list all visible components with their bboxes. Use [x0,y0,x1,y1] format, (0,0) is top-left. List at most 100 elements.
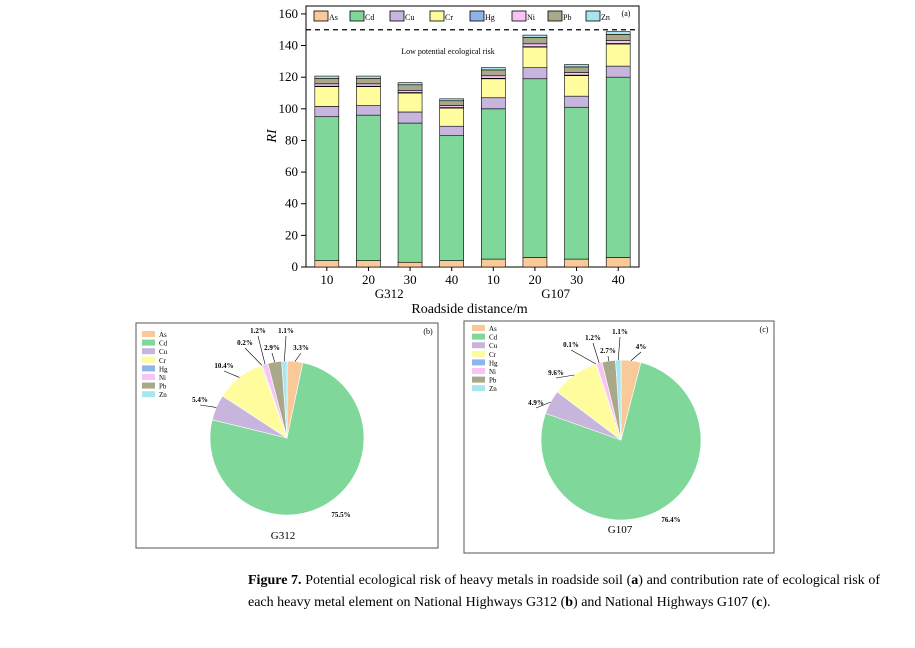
slice-label-cu: 5.4% [192,396,208,404]
bar-segment-cr [481,78,506,99]
y-tick-label: 140 [279,38,299,53]
leader-line [592,342,600,364]
legend-swatch-as [313,10,329,22]
bar-segment-cd [605,76,631,258]
legend-swatch-zn [472,385,485,392]
bar-segment-ni [522,43,548,47]
caption-panel-ref: a [631,573,639,588]
bar-segment-cr [314,86,340,107]
bar-segment-pb [397,84,423,91]
bar-segment-ni [439,105,464,108]
slice-label-hg: 0.1% [563,341,579,349]
bar-segment-cr [564,75,589,97]
bar-segment-cu [605,65,631,78]
y-tick-label: 20 [285,227,298,242]
legend-label-cd: Cd [159,340,168,348]
caption-panel-ref: b [565,595,574,610]
x-tick-label: 30 [404,272,417,287]
x-tick-label: 20 [362,272,375,287]
legend-swatch-cr [142,356,155,363]
bar-segment-ni [314,83,340,87]
legend-label-cd: Cd [365,13,374,22]
legend-swatch-cd [349,10,365,22]
slice-label-zn: 1.1% [612,328,628,336]
bar-segment-as [564,258,589,268]
threshold-label: Low potential ecological risk [401,47,495,56]
legend-swatch-cu [389,10,405,22]
bar-segment-as [481,258,506,268]
bar-segment-cd [439,135,464,261]
slice-label-cu: 4.9% [528,399,544,407]
legend-label-hg: Hg [489,359,498,367]
legend-label-cr: Cr [489,351,497,359]
bar-segment-ni [356,83,381,87]
caption-segment: ) and National Highways G107 ( [573,595,757,610]
pie-title: G312 [271,530,295,542]
bar-segment-cd [564,106,589,260]
bar-segment-zn [605,31,631,35]
legend-label-hg: Hg [159,365,168,373]
leader-line [257,335,266,365]
y-tick-label: 0 [292,259,299,274]
bar-segment-as [522,257,548,268]
slice-label-ni: 1.2% [585,334,601,342]
legend-label-as: As [489,325,497,333]
caption-figure-label: Figure 7. [248,573,302,588]
slice-label-ni: 1.2% [250,327,266,335]
leader-line [244,347,263,366]
leader-line [630,351,642,361]
stacked-bar-chart-a: 0 20 40 60 80 100 120 140 160 RI Low potential eco… [265,5,640,317]
legend-label-hg: Hg [485,13,495,22]
legend-swatch-hg [142,365,155,372]
bar-segment-zn [439,98,464,102]
bar-segment-ni [481,75,506,79]
bar-segment-pb [481,69,506,77]
y-tick-label: 80 [285,132,298,147]
y-tick-label: 60 [285,164,298,179]
bar-segment-as [314,260,340,268]
bar-segment-zn [314,75,340,79]
slice-label-hg: 0.2% [237,339,253,347]
bar-segment-zn [397,82,423,86]
slice-label-cr: 9.6% [548,369,564,377]
bar-segment-cd [522,78,548,258]
panel-label-a: (a) [622,9,631,18]
legend-swatch-pb [472,376,485,383]
legend-label-zn: Zn [159,391,167,399]
legend-label-pb: Pb [159,383,167,391]
legend-label-cr: Cr [159,357,167,365]
y-tick-label: 160 [279,6,299,21]
slice-label-as: 3.3% [293,344,309,352]
leader-line [607,355,610,361]
legend-label-cd: Cd [489,334,498,342]
legend-swatch-hg [469,10,485,22]
legend-swatch-cd [142,339,155,346]
legend-swatch-pb [142,382,155,389]
bar-segment-ni [605,40,631,44]
legend-swatch-cu [472,342,485,349]
slice-label-pb: 2.7% [600,347,616,355]
legend-label-ni: Ni [159,374,166,382]
legend-label-cu: Cu [405,13,414,22]
bar-segment-cu [356,105,381,116]
slice-label-cd: 76.4% [661,516,680,524]
bar-segment-cu [564,95,589,108]
legend-swatch-as [472,325,485,331]
bar-segment-cd [397,122,423,263]
leader-line [294,352,302,362]
legend-label-cu: Cu [489,342,498,350]
caption-segment: ) and contribution rate of ecological ri… [248,573,880,610]
bar-segment-ni [397,90,423,93]
legend-swatch-ni [511,10,527,22]
x-tick-label: 30 [570,272,583,287]
leader-line [223,370,240,378]
leader-line [284,335,287,362]
x-tick-label: 40 [445,272,458,287]
legend-swatch-zn [585,10,601,22]
bar-segment-cr [356,86,381,106]
legend-label-zn: Zn [601,13,610,22]
legend-swatch-cd [472,333,485,340]
x-tick-label: 20 [528,272,541,287]
leader-line [617,336,621,361]
